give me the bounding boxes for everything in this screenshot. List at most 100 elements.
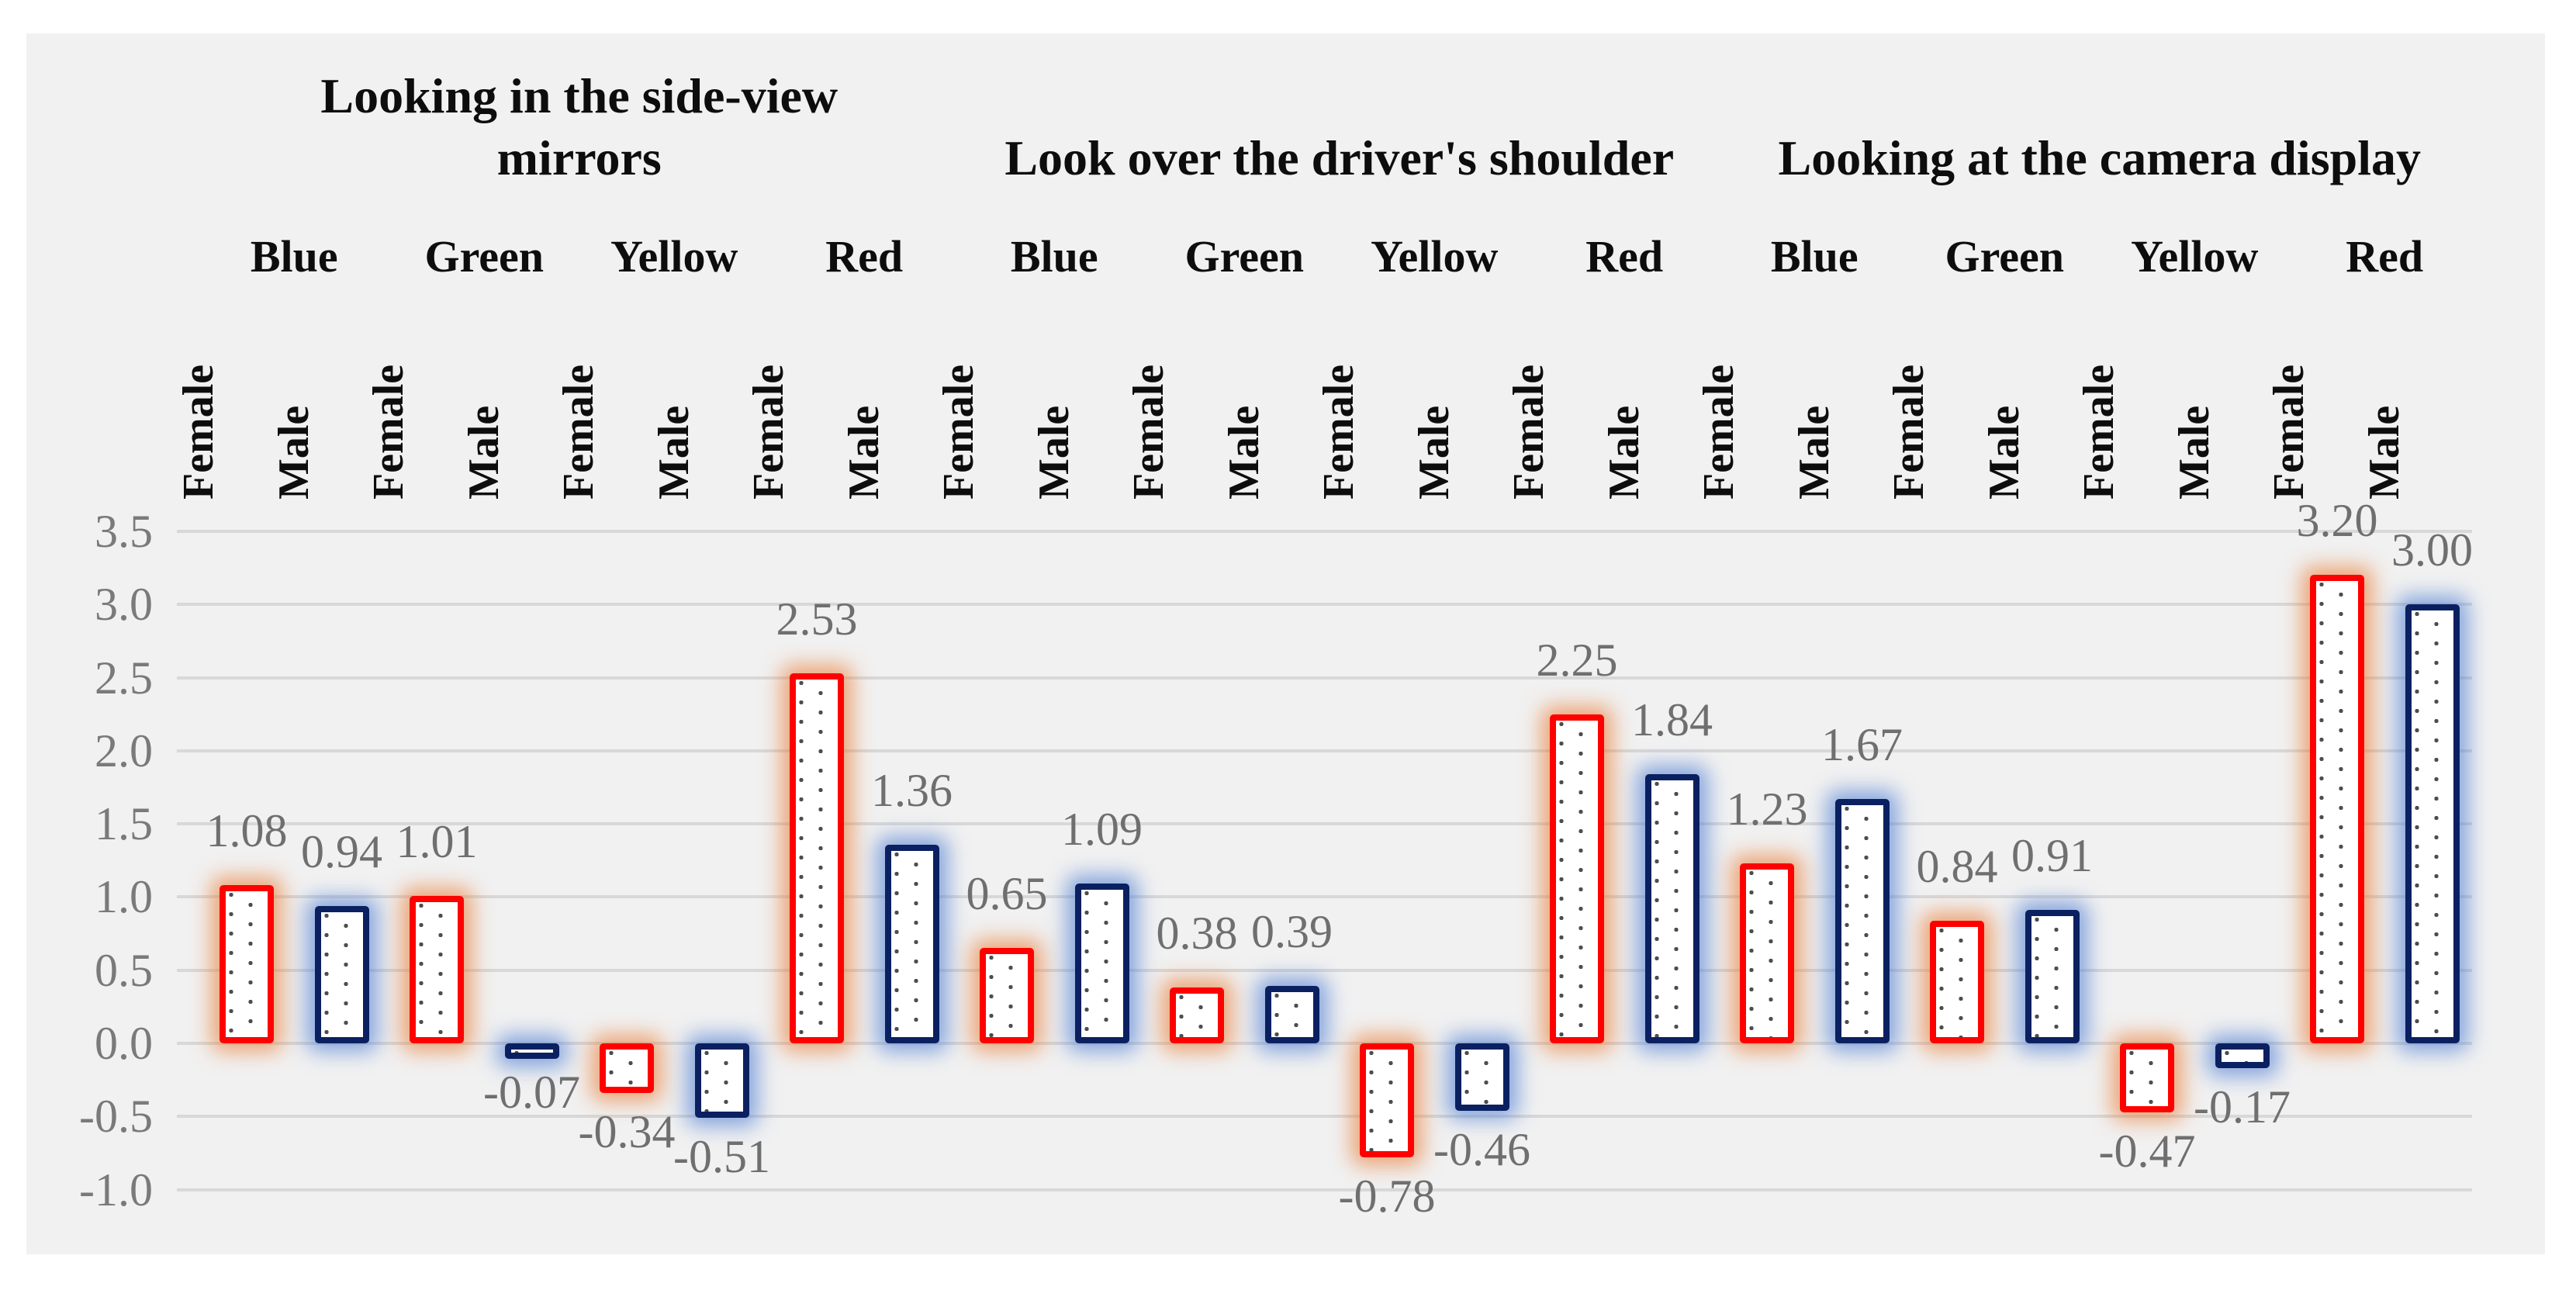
bar-looking-in-the-side-view-mirrors-blue-male — [314, 905, 369, 1043]
bar-looking-at-the-camera-display-red-male — [2405, 604, 2460, 1043]
y-axis-tick-label: 1.0 — [95, 871, 153, 923]
category-label-yellow: Yellow — [610, 231, 738, 282]
y-axis-tick-label: -1.0 — [79, 1164, 153, 1216]
series-label-female: Female — [1695, 364, 1743, 500]
data-label-look-over-the-driver-s-shoulder-red-male: 1.84 — [1631, 693, 1713, 745]
y-axis-tick-label: 3.5 — [95, 505, 153, 557]
gridline-2.5 — [177, 676, 2472, 680]
series-label-male: Male — [269, 405, 318, 500]
group-title-line: mirrors — [496, 130, 662, 185]
bar-looking-at-the-camera-display-red-female — [2310, 575, 2364, 1043]
data-label-looking-in-the-side-view-mirrors-blue-male: 0.94 — [301, 825, 382, 877]
series-label-female: Female — [1125, 364, 1173, 500]
series-label-male: Male — [2360, 405, 2408, 500]
bar-look-over-the-driver-s-shoulder-green-male — [1264, 986, 1319, 1043]
series-label-male: Male — [649, 405, 698, 500]
category-label-red: Red — [825, 231, 904, 282]
data-label-looking-in-the-side-view-mirrors-red-male: 1.36 — [871, 764, 953, 816]
category-label-yellow: Yellow — [2131, 231, 2259, 282]
group-title-line: Look over the driver's shoulder — [1004, 130, 1675, 185]
data-label-looking-in-the-side-view-mirrors-green-female: 1.01 — [396, 815, 478, 867]
series-label-male: Male — [1219, 405, 1268, 500]
gridline-1.0 — [177, 895, 2472, 899]
y-axis-tick-label: 1.5 — [95, 798, 153, 850]
data-label-looking-in-the-side-view-mirrors-yellow-male: -0.51 — [673, 1131, 770, 1183]
category-label-blue: Blue — [1010, 231, 1098, 282]
data-label-looking-at-the-camera-display-yellow-female: -0.47 — [2098, 1125, 2196, 1177]
gridline-0.5 — [177, 968, 2472, 972]
data-label-looking-in-the-side-view-mirrors-blue-female: 1.08 — [206, 805, 288, 857]
series-label-female: Female — [555, 364, 603, 500]
series-label-male: Male — [1409, 405, 1458, 500]
data-label-look-over-the-driver-s-shoulder-blue-female: 0.65 — [966, 868, 1048, 920]
series-label-male: Male — [1789, 405, 1838, 500]
data-label-look-over-the-driver-s-shoulder-red-female: 2.25 — [1536, 634, 1618, 686]
series-label-female: Female — [365, 364, 413, 500]
bar-looking-in-the-side-view-mirrors-yellow-male — [694, 1043, 749, 1119]
bar-looking-at-the-camera-display-green-female — [1930, 920, 1984, 1043]
category-label-blue: Blue — [1770, 231, 1859, 282]
bar-looking-in-the-side-view-mirrors-green-female — [410, 895, 464, 1043]
data-label-looking-in-the-side-view-mirrors-green-male: -0.07 — [483, 1067, 580, 1119]
data-label-looking-at-the-camera-display-green-female: 0.84 — [1916, 840, 1998, 892]
group-title-line: Looking in the side-view — [320, 68, 838, 123]
gridline-3.5 — [177, 529, 2472, 533]
category-label-red: Red — [2346, 231, 2424, 282]
gridline-2.0 — [177, 749, 2472, 752]
series-label-female: Female — [2075, 364, 2123, 500]
bar-looking-at-the-camera-display-blue-female — [1740, 863, 1794, 1043]
bar-look-over-the-driver-s-shoulder-red-female — [1550, 714, 1604, 1043]
series-label-female: Female — [1885, 364, 1933, 500]
data-label-looking-at-the-camera-display-blue-female: 1.23 — [1726, 783, 1808, 835]
series-label-female: Female — [745, 364, 793, 500]
category-label-red: Red — [1585, 231, 1664, 282]
bar-look-over-the-driver-s-shoulder-yellow-male — [1454, 1043, 1509, 1111]
bar-look-over-the-driver-s-shoulder-red-male — [1644, 773, 1699, 1043]
y-axis-tick-label: 0.5 — [95, 944, 153, 996]
gridline-0.0 — [177, 1042, 2472, 1045]
data-label-looking-at-the-camera-display-red-female: 3.20 — [2296, 495, 2378, 547]
category-label-green: Green — [1184, 231, 1305, 282]
series-label-female: Female — [935, 364, 983, 500]
data-label-look-over-the-driver-s-shoulder-yellow-male: -0.46 — [1433, 1123, 1530, 1175]
bar-look-over-the-driver-s-shoulder-yellow-female — [1360, 1043, 1414, 1158]
data-label-look-over-the-driver-s-shoulder-blue-male: 1.09 — [1061, 804, 1143, 856]
data-label-looking-in-the-side-view-mirrors-red-female: 2.53 — [776, 593, 858, 645]
data-label-looking-at-the-camera-display-blue-male: 1.67 — [1821, 719, 1903, 771]
gridline-1.5 — [177, 822, 2472, 826]
bar-looking-in-the-side-view-mirrors-red-male — [884, 844, 939, 1043]
bar-looking-in-the-side-view-mirrors-red-female — [790, 673, 844, 1043]
series-label-male: Male — [1029, 405, 1078, 500]
bar-look-over-the-driver-s-shoulder-blue-male — [1074, 884, 1129, 1043]
data-label-look-over-the-driver-s-shoulder-green-female: 0.38 — [1156, 908, 1238, 960]
data-label-looking-at-the-camera-display-yellow-male: -0.17 — [2194, 1081, 2291, 1133]
data-label-looking-in-the-side-view-mirrors-yellow-female: -0.34 — [578, 1106, 676, 1158]
y-axis-tick-label: -0.5 — [79, 1091, 153, 1143]
series-label-female: Female — [1505, 364, 1553, 500]
category-label-green: Green — [424, 231, 545, 282]
data-label-look-over-the-driver-s-shoulder-green-male: 0.39 — [1251, 906, 1333, 958]
y-axis-tick-label: 2.5 — [95, 652, 153, 704]
category-label-green: Green — [1945, 231, 2065, 282]
series-label-female: Female — [175, 364, 223, 500]
series-label-male: Male — [1599, 405, 1648, 500]
category-label-yellow: Yellow — [1371, 231, 1499, 282]
gridline-3.0 — [177, 603, 2472, 607]
y-axis-tick-label: 0.0 — [95, 1018, 153, 1069]
group-title-line: Looking at the camera display — [1778, 130, 2421, 185]
bar-look-over-the-driver-s-shoulder-green-female — [1170, 987, 1224, 1043]
data-label-looking-at-the-camera-display-green-male: 0.91 — [2011, 830, 2093, 882]
series-label-male: Male — [839, 405, 888, 500]
series-label-male: Male — [459, 405, 508, 500]
series-label-male: Male — [2170, 405, 2218, 500]
bar-looking-in-the-side-view-mirrors-blue-female — [220, 885, 274, 1043]
data-label-looking-at-the-camera-display-red-male: 3.00 — [2391, 524, 2473, 576]
gridline--1.0 — [177, 1188, 2472, 1191]
bar-looking-at-the-camera-display-green-male — [2024, 910, 2080, 1043]
series-label-female: Female — [2265, 364, 2313, 500]
bar-looking-in-the-side-view-mirrors-green-male — [504, 1043, 559, 1059]
series-label-female: Female — [1315, 364, 1363, 500]
bar-look-over-the-driver-s-shoulder-blue-female — [980, 948, 1034, 1043]
y-axis-tick-label: 3.0 — [95, 579, 153, 631]
